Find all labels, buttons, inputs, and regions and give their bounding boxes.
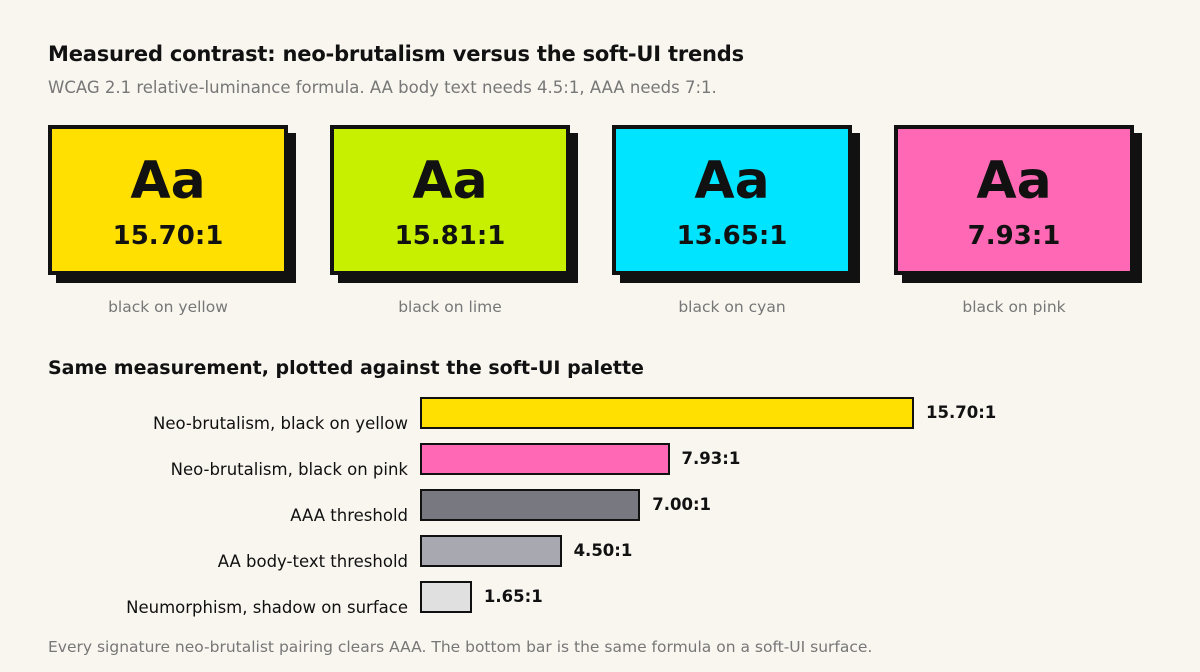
bar-category-label: Neo-brutalism, black on yellow xyxy=(153,414,408,433)
swatch-caption: black on pink xyxy=(962,298,1066,316)
bar-value-label: 7.00:1 xyxy=(652,495,712,514)
swatch-contrast-ratio: 15.81:1 xyxy=(394,221,506,251)
bar-aa-threshold xyxy=(420,535,562,567)
bar-category-label: Neumorphism, shadow on surface xyxy=(126,598,408,617)
swatch-card-yellow: Aa 15.70:1 xyxy=(48,125,288,275)
swatch-sample-text: Aa xyxy=(694,151,770,211)
bar-category-label: Neo-brutalism, black on pink xyxy=(170,460,408,479)
footnote: Every signature neo-brutalist pairing cl… xyxy=(48,638,873,656)
bar-category-label: AA body-text threshold xyxy=(217,552,408,571)
bar-value-label: 4.50:1 xyxy=(573,541,633,560)
swatch-contrast-ratio: 13.65:1 xyxy=(676,221,788,251)
swatch-contrast-ratio: 7.93:1 xyxy=(967,221,1061,251)
swatch-card-cyan: Aa 13.65:1 xyxy=(612,125,852,275)
swatch-caption: black on yellow xyxy=(108,298,228,316)
bar-aaa-threshold xyxy=(420,489,641,521)
swatch-sample-text: Aa xyxy=(412,151,488,211)
swatch-caption: black on cyan xyxy=(678,298,786,316)
bar-value-label: 15.70:1 xyxy=(926,403,997,422)
swatch-card-pink: Aa 7.93:1 xyxy=(894,125,1134,275)
bar-category-label: AAA threshold xyxy=(290,506,408,525)
bar-chart-title: Same measurement, plotted against the so… xyxy=(48,357,644,379)
bar-value-label: 7.93:1 xyxy=(681,449,741,468)
bar-neo-brutalism-yellow xyxy=(420,397,914,429)
swatch-sample-text: Aa xyxy=(976,151,1052,211)
bar-neo-brutalism-pink xyxy=(420,443,670,475)
swatch-card-lime: Aa 15.81:1 xyxy=(330,125,570,275)
chart-title: Measured contrast: neo-brutalism versus … xyxy=(48,42,744,66)
chart-subtitle: WCAG 2.1 relative-luminance formula. AA … xyxy=(48,78,717,97)
bar-neumorphism xyxy=(420,581,472,613)
swatch-sample-text: Aa xyxy=(130,151,206,211)
swatch-contrast-ratio: 15.70:1 xyxy=(112,221,224,251)
bar-value-label: 1.65:1 xyxy=(483,587,543,606)
swatch-caption: black on lime xyxy=(398,298,502,316)
